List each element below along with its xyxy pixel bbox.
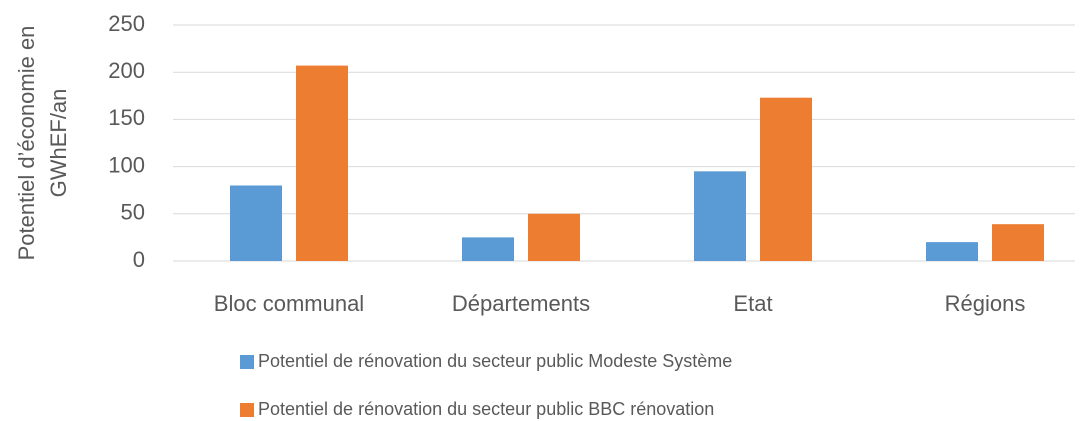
bar xyxy=(760,97,812,261)
bar xyxy=(230,185,282,261)
bar xyxy=(926,242,978,261)
y-tick-label: 150 xyxy=(108,105,145,130)
bar xyxy=(992,224,1044,261)
x-tick-label: Départements xyxy=(452,291,590,316)
x-tick-label: Etat xyxy=(733,291,772,316)
y-tick-label: 200 xyxy=(108,58,145,83)
bar xyxy=(462,237,514,261)
y-axis-title: Potentiel d’économie en GWhEF/an xyxy=(14,26,71,261)
y-axis-title-line: Potentiel d’économie en xyxy=(14,26,39,261)
y-tick-label: 100 xyxy=(108,152,145,177)
bar xyxy=(694,171,746,261)
legend-swatch xyxy=(240,403,254,417)
legend-label: Potentiel de rénovation du secteur publi… xyxy=(258,351,732,371)
bar xyxy=(296,65,348,261)
y-tick-label: 50 xyxy=(121,200,145,225)
x-tick-label: Régions xyxy=(945,291,1026,316)
bar xyxy=(528,213,580,261)
y-tick-label: 0 xyxy=(133,247,145,272)
legend-label: Potentiel de rénovation du secteur publi… xyxy=(258,399,714,419)
y-axis-title-line: GWhEF/an xyxy=(46,89,71,198)
y-tick-label: 250 xyxy=(108,11,145,36)
x-tick-label: Bloc communal xyxy=(214,291,364,316)
legend-swatch xyxy=(240,355,254,369)
